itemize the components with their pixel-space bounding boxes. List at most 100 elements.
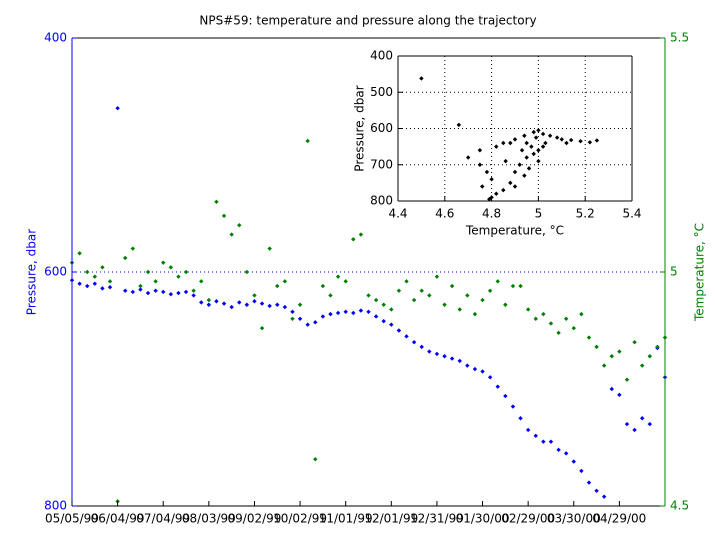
- data-point: [366, 293, 371, 298]
- data-point: [559, 137, 564, 142]
- data-point: [554, 135, 560, 140]
- data-point: [594, 344, 599, 350]
- data-point: [138, 283, 143, 289]
- data-point: [501, 140, 506, 146]
- data-point: [647, 354, 652, 359]
- data-point: [427, 293, 432, 298]
- y-axis-label: Pressure, dbar: [25, 229, 39, 315]
- x-tick-label: 03/30/00: [547, 512, 601, 526]
- y2-tick-label: 4.5: [670, 499, 689, 513]
- data-point: [563, 316, 569, 321]
- data-point: [183, 289, 189, 295]
- data-point: [568, 137, 574, 143]
- data-point: [396, 288, 402, 293]
- data-point: [275, 283, 280, 289]
- data-point: [525, 427, 531, 433]
- data-point: [123, 255, 128, 261]
- data-point: [427, 349, 432, 354]
- data-point: [328, 311, 333, 317]
- data-point: [313, 457, 318, 462]
- data-point: [237, 300, 242, 305]
- data-point: [517, 162, 522, 167]
- data-point: [632, 427, 637, 433]
- data-point: [571, 459, 576, 464]
- data-point: [183, 269, 189, 275]
- data-point: [320, 283, 326, 289]
- data-point: [85, 283, 90, 289]
- data-point: [229, 232, 234, 237]
- data-point: [267, 303, 272, 309]
- data-point: [480, 369, 485, 374]
- data-point: [529, 144, 534, 149]
- data-point: [512, 137, 518, 142]
- data-point: [531, 129, 536, 135]
- data-point: [449, 283, 455, 289]
- data-point: [647, 421, 652, 427]
- data-point: [632, 340, 637, 345]
- data-point: [419, 344, 424, 350]
- data-point: [199, 279, 204, 284]
- data-point: [617, 349, 622, 354]
- data-point: [373, 297, 379, 303]
- data-point: [442, 302, 447, 307]
- data-point: [472, 311, 478, 317]
- data-point: [358, 308, 364, 313]
- data-point: [313, 320, 318, 325]
- data-point: [540, 144, 546, 149]
- x-tick-label: 5.2: [576, 207, 595, 221]
- data-point: [624, 421, 630, 427]
- data-point: [373, 314, 379, 319]
- data-point: [579, 311, 584, 317]
- data-point: [524, 155, 529, 160]
- data-point: [541, 311, 546, 317]
- data-point: [419, 288, 424, 293]
- data-point: [77, 251, 82, 256]
- y-tick-label: 600: [44, 265, 67, 279]
- x-tick-label: 4.4: [388, 207, 407, 221]
- data-point: [275, 302, 280, 307]
- data-point: [518, 283, 523, 289]
- data-point: [92, 274, 98, 279]
- data-point: [237, 223, 242, 228]
- data-point: [343, 309, 348, 314]
- data-point: [594, 138, 600, 143]
- data-point: [351, 310, 356, 316]
- data-point: [85, 269, 90, 275]
- data-point: [556, 330, 561, 336]
- data-point: [290, 316, 295, 321]
- data-point: [130, 289, 136, 295]
- data-point: [508, 180, 513, 186]
- data-point: [214, 199, 219, 204]
- x-tick-label: 09/02/99: [228, 512, 282, 526]
- data-point: [457, 307, 462, 312]
- data-point: [206, 302, 212, 307]
- data-point: [564, 140, 569, 146]
- data-point: [586, 335, 592, 340]
- data-point: [639, 416, 645, 421]
- data-point: [389, 322, 394, 327]
- data-point: [442, 354, 447, 359]
- x-tick-label: 5.4: [622, 207, 641, 221]
- data-point: [503, 302, 508, 307]
- data-point: [457, 358, 462, 364]
- data-point: [512, 169, 518, 175]
- data-point: [510, 404, 516, 409]
- data-point: [601, 494, 607, 499]
- y-tick-label: 400: [44, 31, 67, 45]
- data-point: [176, 274, 181, 279]
- y2-tick-label: 5.5: [670, 31, 689, 45]
- x-tick-label: 01/30/00: [456, 512, 510, 526]
- data-point: [411, 340, 417, 345]
- x-tick-label: 02/29/00: [501, 512, 555, 526]
- y-tick-label: 400: [370, 49, 393, 63]
- data-point: [320, 314, 326, 319]
- data-point: [466, 155, 471, 160]
- x-tick-label: 4.8: [482, 207, 501, 221]
- data-point: [100, 286, 105, 291]
- data-point: [229, 304, 234, 310]
- y-tick-label: 800: [44, 499, 67, 513]
- data-point: [526, 166, 532, 171]
- data-point: [525, 307, 531, 312]
- data-point: [206, 297, 212, 303]
- x-tick-label: 4.6: [435, 207, 454, 221]
